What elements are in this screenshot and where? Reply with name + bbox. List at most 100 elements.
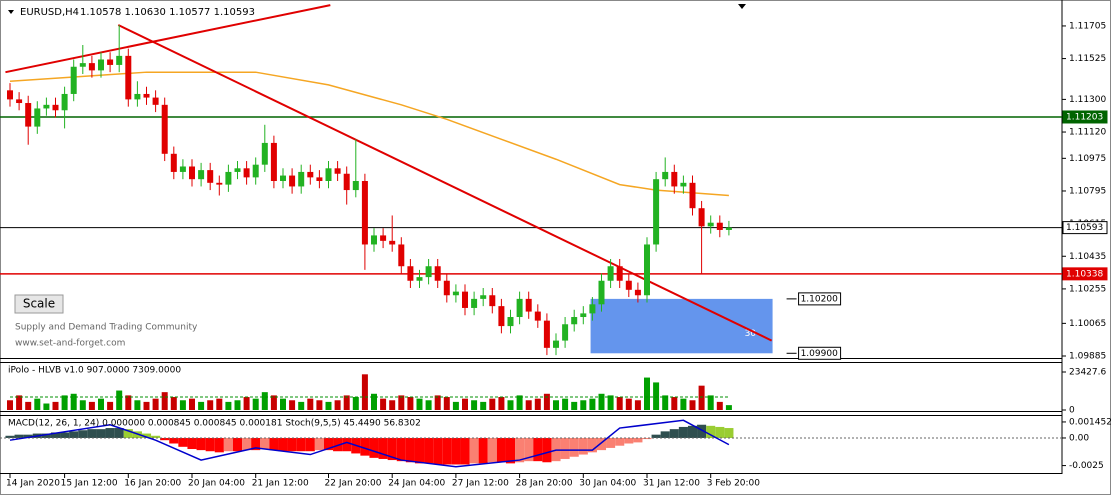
scale-button-label[interactable]: Scale: [23, 297, 55, 311]
macd-histogram-bar: [487, 437, 497, 463]
volume-bar: [225, 401, 232, 410]
volume-bar: [34, 398, 41, 410]
macd-histogram-bar: [369, 437, 379, 458]
macd-histogram-bar: [378, 437, 388, 459]
macd-histogram-bar: [606, 437, 616, 448]
candle-body: [270, 142, 277, 181]
volume-bar: [625, 398, 632, 410]
candle-body: [98, 59, 104, 71]
zone-price-box: [798, 346, 842, 360]
macd-histogram-bar: [678, 426, 688, 438]
volume-bar: [280, 398, 286, 410]
macd-line: [9, 419, 730, 468]
volume-bar: [289, 400, 296, 410]
scale-button[interactable]: [14, 294, 64, 314]
macd-histogram-bar: [323, 437, 334, 451]
volume-bar: [98, 398, 104, 410]
candle-body: [489, 295, 496, 307]
candle-body: [316, 177, 323, 181]
macd-histogram-bar: [587, 437, 597, 453]
candle-body: [471, 298, 478, 308]
volume-bar: [443, 397, 450, 410]
volume-bar: [134, 400, 141, 410]
volume-bar: [498, 397, 505, 410]
macd-histogram-bar: [169, 437, 179, 444]
candle-body: [434, 266, 441, 281]
volume-bar: [125, 395, 132, 410]
y-tick-label: 1.10065: [1069, 319, 1106, 329]
macd-histogram-bar: [478, 437, 488, 464]
macd-histogram-bar: [414, 437, 425, 464]
candle-body: [498, 306, 505, 327]
candle-body: [16, 99, 23, 104]
candle-body: [716, 222, 723, 230]
candle-body: [125, 55, 132, 100]
volume-bar: [589, 398, 596, 410]
volume-bar: [607, 395, 614, 410]
volume-bar: [152, 398, 159, 410]
macd-histogram-bar: [287, 437, 297, 452]
candle-body: [179, 166, 186, 172]
macd-histogram-bar: [660, 431, 670, 438]
candle-body: [298, 171, 305, 187]
watermark: Supply and Demand Trading Community: [15, 323, 198, 333]
volume-bar: [398, 395, 405, 410]
candle-body: [416, 277, 423, 281]
macd-histogram-bar: [669, 429, 679, 438]
y-tick-label: 0.00: [1069, 433, 1089, 443]
y-tick-label: 0.001452: [1069, 417, 1111, 427]
x-tick-label: 24 Jan 04:00: [388, 479, 445, 489]
macd-histogram-bar: [433, 437, 443, 465]
macd-histogram-bar: [141, 433, 152, 438]
macd-histogram-bar: [542, 437, 552, 463]
volume-bar: [371, 393, 377, 410]
y-tick-label: 0: [1069, 406, 1075, 416]
candle-body: [307, 171, 314, 178]
zone-price-box: [798, 292, 842, 306]
candle-body: [52, 104, 59, 111]
y-tick-label: 1.11300: [1069, 95, 1106, 105]
volume-bar: [70, 393, 77, 410]
x-tick-label: 20 Jan 04:00: [188, 479, 245, 489]
macd-histogram-bar: [596, 437, 607, 451]
macd-histogram-bar: [333, 437, 343, 452]
volume-bar: [507, 400, 514, 410]
candle-body: [625, 280, 632, 290]
volume-bar: [580, 400, 587, 410]
candle-body: [425, 266, 432, 278]
level-price-box: [1062, 110, 1108, 124]
candle-body: [680, 182, 687, 187]
volume-bar: [234, 400, 241, 410]
y-tick-label: 1.10435: [1069, 252, 1106, 262]
volume-bar: [571, 401, 578, 410]
candle-body: [88, 63, 95, 71]
y-tick-label: 1.10795: [1069, 186, 1106, 196]
x-tick-label: 21 Jan 12:00: [252, 479, 309, 489]
candle-body: [507, 317, 514, 327]
macd-histogram-bar: [5, 435, 15, 438]
candle-body: [553, 340, 559, 348]
candle-body: [452, 291, 459, 296]
macd-histogram-bar: [196, 437, 206, 451]
volume-bar: [416, 398, 423, 410]
candle-body: [671, 171, 678, 187]
volume-bar: [389, 400, 396, 410]
volume-bar: [307, 398, 314, 410]
volume-bar: [671, 397, 678, 410]
macd-histogram-bar: [460, 437, 470, 465]
volume-bar: [16, 395, 23, 410]
macd-histogram-bar: [187, 437, 197, 450]
volume-bar: [489, 398, 496, 410]
candle-body: [725, 227, 732, 230]
y-tick-label: 1.09885: [1069, 352, 1106, 362]
volume-bar: [52, 401, 59, 410]
volume-bar: [189, 398, 195, 410]
candle-body: [79, 63, 86, 67]
candle-body: [334, 168, 341, 174]
candle-body: [580, 313, 587, 318]
macd-histogram-bar: [223, 437, 233, 452]
volume-bar: [198, 401, 205, 410]
candle-body: [598, 280, 605, 305]
level-price-box: [1062, 221, 1108, 235]
volume-bar: [61, 395, 68, 410]
